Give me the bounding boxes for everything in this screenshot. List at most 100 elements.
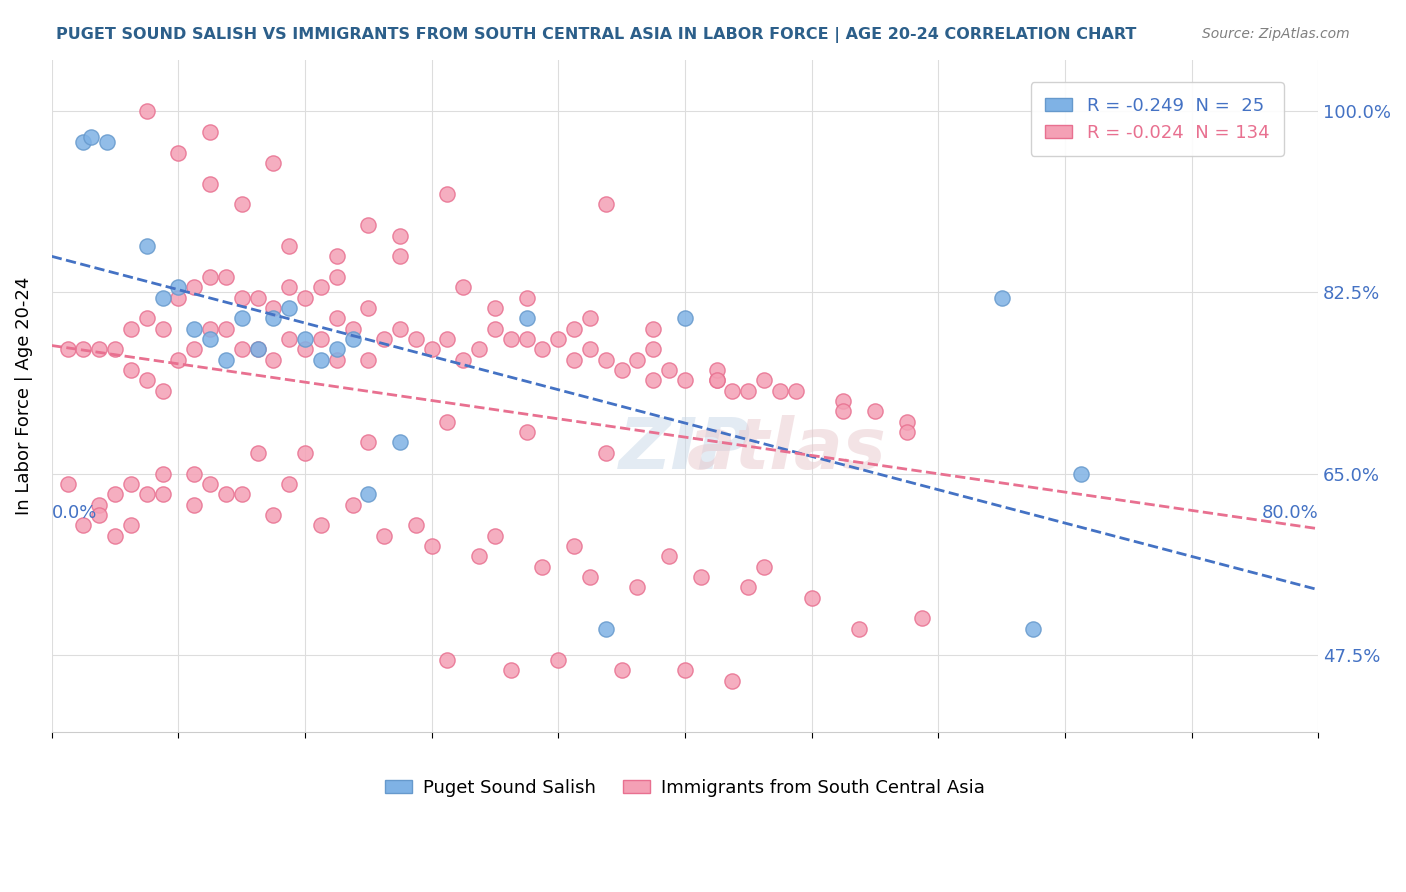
Point (388, 249, 411, 263)
Point (152, 467, 174, 481)
Text: PUGET SOUND SALISH VS IMMIGRANTS FROM SOUTH CENTRAL ASIA IN LABOR FORCE | AGE 20: PUGET SOUND SALISH VS IMMIGRANTS FROM SO… (56, 27, 1136, 43)
Point (152, 321, 174, 335)
Y-axis label: In Labor Force | Age 20-24: In Labor Force | Age 20-24 (15, 277, 32, 515)
Point (104, 528, 127, 542)
Point (832, 404, 855, 418)
Point (832, 394, 855, 409)
Point (89, 508, 111, 522)
Point (595, 446, 617, 460)
Point (579, 570, 602, 584)
Point (357, 301, 380, 315)
Point (1070, 467, 1092, 481)
Point (309, 352, 332, 367)
Point (104, 487, 127, 501)
Point (721, 384, 744, 398)
Point (278, 239, 301, 253)
Text: ZIP: ZIP (619, 416, 751, 484)
Point (342, 498, 364, 512)
Point (325, 269, 347, 284)
Point (294, 332, 316, 346)
Point (706, 373, 728, 387)
Point (135, 373, 157, 387)
Point (405, 332, 427, 346)
Point (373, 332, 395, 346)
Point (278, 280, 301, 294)
Point (294, 446, 316, 460)
Point (737, 384, 759, 398)
Point (420, 539, 443, 553)
Point (579, 343, 602, 357)
Point (388, 435, 411, 450)
Point (56, 343, 79, 357)
Point (198, 321, 221, 335)
Point (262, 311, 284, 326)
Point (689, 570, 711, 584)
Legend: Puget Sound Salish, Immigrants from South Central Asia: Puget Sound Salish, Immigrants from Sout… (378, 772, 993, 804)
Point (896, 415, 918, 429)
Point (896, 425, 918, 439)
Point (80, 130, 103, 145)
Point (325, 311, 347, 326)
Point (658, 549, 681, 564)
Point (262, 352, 284, 367)
Point (56, 476, 79, 491)
Point (135, 311, 157, 326)
Point (215, 321, 238, 335)
Point (278, 332, 301, 346)
Point (468, 343, 491, 357)
Point (152, 384, 174, 398)
Point (610, 363, 633, 377)
Point (120, 321, 142, 335)
Point (135, 104, 157, 119)
Point (562, 352, 585, 367)
Point (135, 487, 157, 501)
Point (643, 321, 665, 335)
Text: atlas: atlas (686, 416, 886, 484)
Point (104, 343, 127, 357)
Point (721, 673, 744, 688)
Point (436, 332, 458, 346)
Point (484, 321, 506, 335)
Point (309, 332, 332, 346)
Point (215, 487, 238, 501)
Point (531, 343, 554, 357)
Point (262, 156, 284, 170)
Point (325, 343, 347, 357)
Point (278, 476, 301, 491)
Point (626, 352, 648, 367)
Point (562, 539, 585, 553)
Point (198, 177, 221, 191)
Point (436, 415, 458, 429)
Text: 0.0%: 0.0% (52, 504, 97, 522)
Point (658, 363, 681, 377)
Point (342, 332, 364, 346)
Point (231, 343, 253, 357)
Point (294, 343, 316, 357)
Point (262, 508, 284, 522)
Text: 80.0%: 80.0% (1261, 504, 1319, 522)
Point (373, 528, 395, 542)
Point (167, 352, 190, 367)
Point (752, 559, 775, 574)
Point (198, 125, 221, 139)
Point (547, 332, 569, 346)
Point (246, 343, 269, 357)
Point (848, 622, 870, 636)
Point (152, 291, 174, 305)
Point (183, 467, 205, 481)
Point (484, 301, 506, 315)
Point (167, 291, 190, 305)
Point (342, 321, 364, 335)
Point (357, 435, 380, 450)
Point (325, 249, 347, 263)
Point (562, 321, 585, 335)
Point (610, 663, 633, 677)
Point (595, 622, 617, 636)
Point (706, 363, 728, 377)
Point (516, 425, 538, 439)
Point (1022, 622, 1045, 636)
Point (673, 663, 696, 677)
Point (800, 591, 823, 605)
Point (167, 145, 190, 160)
Point (420, 343, 443, 357)
